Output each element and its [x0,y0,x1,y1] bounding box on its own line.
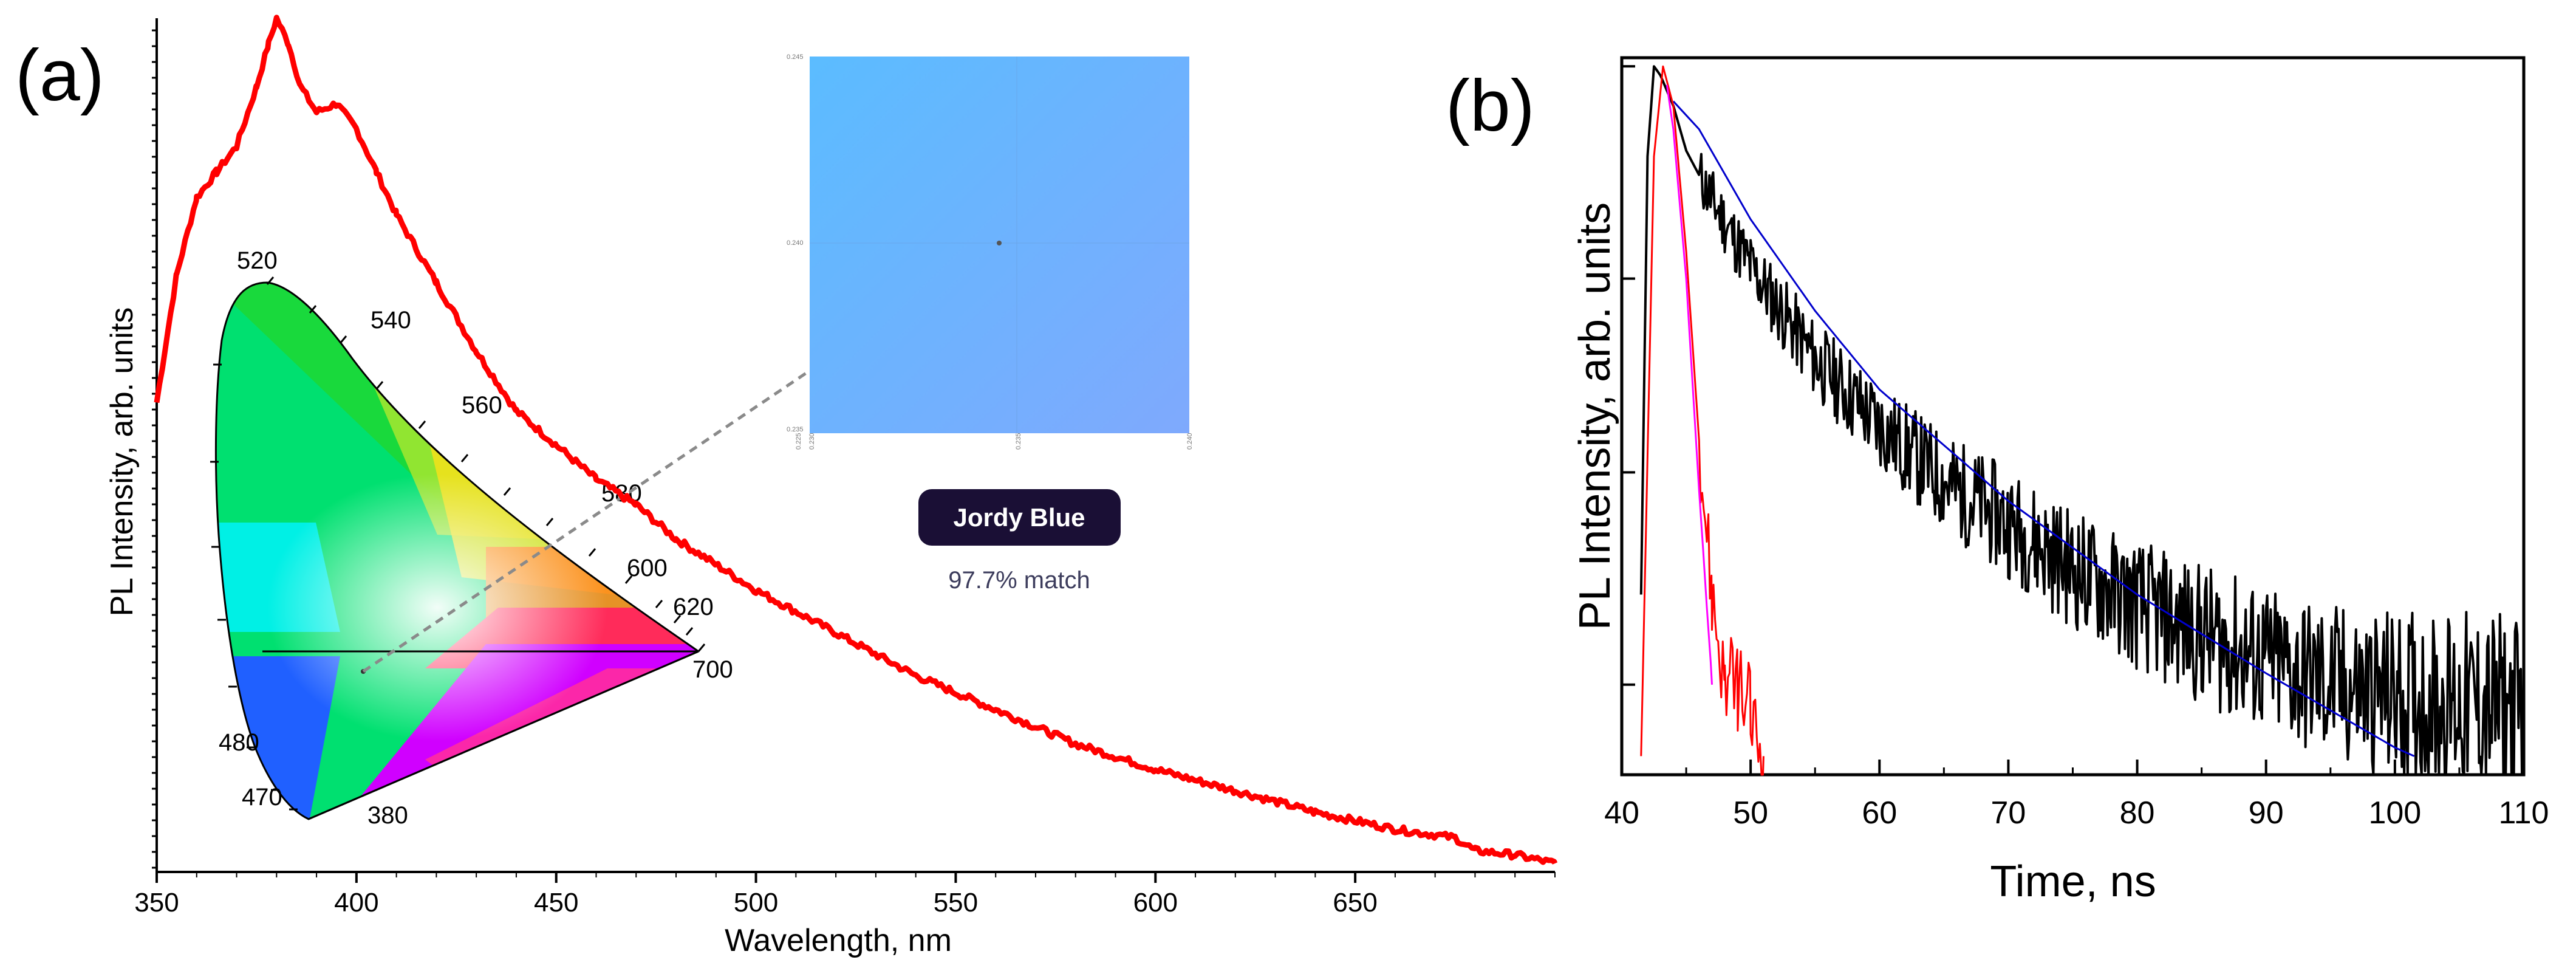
cie-label-540: 540 [371,307,411,334]
color-match: 97.7% match [948,567,1090,594]
panel-b-xlabel: Time, ns [1990,857,2156,906]
cie-purple-line [308,650,699,820]
x-tick-label: 60 [1862,795,1897,831]
cie-diagram-inset: 520 540 560 580 600 620 700 380 470 480 [210,247,733,829]
panel-b-y-ticks [1622,65,1635,686]
cie-tick [503,487,511,496]
cie-label-560: 560 [462,392,502,419]
cie-tick [673,615,682,623]
cie-tick [266,276,275,285]
cie-label-600: 600 [627,555,668,582]
panel-a-x-ticks: 350 400 450 500 550 600 650 [134,872,1556,918]
panel-a-xlabel: Wavelength, nm [725,923,952,958]
cie-tick [697,643,706,652]
pl-spectrum-line [154,15,1558,865]
panel-a-y-minor-ticks [152,29,157,869]
swatch-axis-label: 0.240 [1186,433,1194,450]
cie-tick [655,600,663,608]
cie-tick [418,420,426,429]
panel-a-ylabel: PL Intensity, arb. units [104,307,140,617]
x-tick-label: 40 [1604,795,1639,831]
cie-tick [588,548,596,557]
x-tick-label: 500 [734,888,778,918]
decay-fit-line [1672,100,2415,757]
cie-tick [339,335,347,344]
swatch-axis-label: 0.225 [795,433,802,450]
cie-tick [545,518,554,526]
swatch-axis-label: 0.235 [787,426,804,433]
panel-b-label: (b) [1446,65,1535,146]
x-tick-label: 400 [334,888,378,918]
cie-spectral-locus [214,281,699,820]
cie-tick [375,381,384,389]
x-tick-label: 70 [1991,795,2026,831]
cie-label-380: 380 [367,802,408,829]
cie-label-480: 480 [219,729,259,756]
x-tick-label: 50 [1733,795,1768,831]
cie-tick [460,454,469,462]
panel-a-label: (a) [15,35,104,116]
x-tick-label: 350 [134,888,179,918]
cie-tick [685,627,694,636]
cie-tick [309,305,317,314]
panel-a-series [154,15,1558,865]
color-name-badge [918,489,1121,546]
x-tick-label: 600 [1133,888,1178,918]
swatch-point [997,241,1002,245]
panel-a: (a) 350 400 450 500 550 600 650 Wavelength, nm… [15,15,1558,958]
color-swatch-inset: 0.245 0.240 0.235 0.225 0.230 0.235 0.24… [787,53,1194,594]
irf-line [1640,65,1765,776]
pl-decay-line [1639,65,2525,776]
cie-label-520: 520 [237,247,278,274]
swatch-axis-label: 0.230 [808,433,816,450]
panel-b-x-ticks: 40 50 60 70 80 90 100 110 [1604,760,2549,831]
x-tick-label: 90 [2249,795,2284,831]
x-tick-label: 110 [2499,795,2549,831]
irf-fit-line [1666,84,1713,685]
x-tick-label: 450 [534,888,578,918]
x-tick-label: 650 [1333,888,1377,918]
cie-label-620: 620 [673,594,714,620]
inset-connector-line [362,241,1000,673]
swatch-axis-label: 0.240 [787,239,804,247]
x-tick-label: 80 [2120,795,2155,831]
x-tick-label: 100 [2368,795,2421,831]
swatch-axis-label: 0.235 [1015,433,1022,450]
cie-label-700: 700 [692,656,733,683]
color-name: Jordy Blue [953,503,1085,532]
panel-b: (b) 40 50 60 70 80 90 100 110 Time, ns PL Inten… [1446,56,2549,906]
swatch-axis-label: 0.245 [787,53,804,61]
panel-b-ylabel: PL Intensity, arb. units [1571,202,1619,630]
panel-b-series [1639,65,2525,776]
cie-label-470: 470 [242,784,282,811]
cie-wavelength-ticks [210,276,706,811]
x-tick-label: 550 [934,888,978,918]
cie-tick [624,575,633,584]
